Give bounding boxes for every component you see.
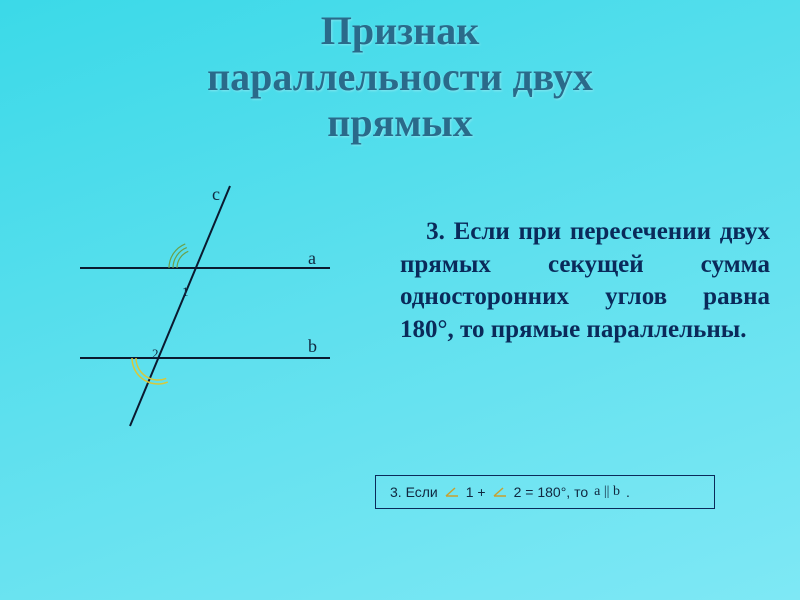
page-title: Признак параллельности двух прямых (0, 0, 800, 146)
content-row: c a b 1 2 3. Если при пересечении двух п… (0, 176, 800, 456)
formula-result: a || b (594, 484, 620, 500)
label-a: a (308, 248, 316, 269)
formula-part1: 1 + (466, 484, 486, 500)
theorem-number: 3. (426, 218, 445, 245)
theorem-text: 3. Если при пересечении двух прямых секу… (400, 216, 770, 346)
label-b: b (308, 336, 317, 357)
title-line-2: параллельности двух (207, 54, 593, 99)
title-line-3: прямых (327, 100, 472, 145)
angle-icon (492, 486, 508, 498)
theorem-body: Если при пересечении двух прямых секущей… (400, 218, 770, 343)
formula-suffix: . (626, 484, 630, 500)
title-line-1: Признак (321, 8, 480, 53)
theorem-text-area: 3. Если при пересечении двух прямых секу… (390, 176, 800, 456)
formula-prefix: 3. Если (390, 484, 438, 500)
diagram: c a b 1 2 (20, 176, 390, 456)
label-angle-2: 2 (152, 346, 159, 362)
formula-part2: 2 = 180°, то (514, 484, 589, 500)
label-angle-1: 1 (182, 284, 189, 300)
formula-box: 3. Если 1 + 2 = 180°, то a || b . (375, 475, 715, 509)
label-c: c (212, 184, 220, 205)
angle-icon (444, 486, 460, 498)
